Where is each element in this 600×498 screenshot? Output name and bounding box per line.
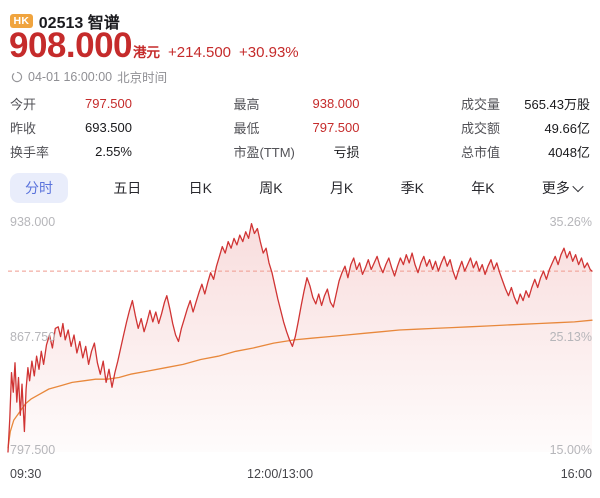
stat-value: 938.000 <box>312 95 360 111</box>
tab-quarterly-k[interactable]: 季K <box>400 180 424 196</box>
stat-label: 换手率 <box>10 144 50 160</box>
stats-column-2: 最高 938.000 最低 797.500 市盈(TTM) 亏损 <box>234 91 360 163</box>
chevron-down-icon <box>572 180 584 193</box>
stock-code-name: 02513 智谱 <box>38 15 120 32</box>
x-axis-label-noon: 12:00/13:00 <box>247 467 314 481</box>
stat-pe-ttm: 市盈(TTM) 亏损 <box>234 139 360 163</box>
period-tab-bar: 分时 五日 日K 周K 月K 季K 年K 更多 <box>10 171 584 205</box>
stat-label: 成交额 <box>461 120 501 136</box>
y-axis-pct-label-mid: 25.13% <box>549 330 592 344</box>
stat-amount: 成交额 49.66亿 <box>461 115 590 139</box>
current-price: 908.000 <box>9 26 133 65</box>
stat-market-cap: 总市值 4048亿 <box>461 139 590 163</box>
quote-stats-grid: 今开 797.500 昨收 693.500 换手率 2.55% 最高 938.0… <box>10 91 590 163</box>
stat-value: 2.55% <box>95 143 132 159</box>
stock-header: HK 02513 智谱 <box>10 9 120 33</box>
quote-time-row: 04-01 16:00:00 北京时间 <box>11 67 167 86</box>
stat-value: 693.500 <box>85 119 132 135</box>
tab-monthly-k[interactable]: 月K <box>329 180 354 196</box>
tab-minute[interactable]: 分时 <box>10 173 68 203</box>
stat-label: 昨收 <box>10 120 37 136</box>
stat-value: 565.43万股 <box>524 96 590 112</box>
refresh-icon[interactable] <box>11 71 23 83</box>
stat-value: 797.500 <box>85 95 132 111</box>
y-axis-label-mid: 867.750 <box>10 330 56 344</box>
intraday-chart-svg[interactable] <box>0 210 600 462</box>
price-line <box>7 222 593 453</box>
stat-volume: 成交量 565.43万股 <box>461 91 590 115</box>
stat-label: 最低 <box>233 120 260 136</box>
intraday-chart[interactable]: 938.000 867.750 797.500 35.26% 25.13% 15… <box>0 210 600 498</box>
stat-label: 总市值 <box>461 144 501 160</box>
tab-5day[interactable]: 五日 <box>113 180 142 196</box>
tab-more[interactable]: 更多 <box>540 173 584 203</box>
currency-label: 港元 <box>133 45 161 60</box>
stat-label: 市盈(TTM) <box>233 144 295 160</box>
stat-value: 797.500 <box>312 119 360 135</box>
stat-value: 亏损 <box>333 144 360 160</box>
stats-column-1: 今开 797.500 昨收 693.500 换手率 2.55% <box>10 91 132 163</box>
market-badge: HK <box>10 13 33 29</box>
y-axis-pct-label-high: 35.26% <box>549 215 592 229</box>
y-axis-label-low: 797.500 <box>10 443 56 457</box>
price-row: 908.000 港元 +214.500 +30.93% <box>9 28 299 63</box>
stat-value: 4048亿 <box>548 144 590 160</box>
stats-column-3: 成交量 565.43万股 成交额 49.66亿 总市值 4048亿 <box>461 91 590 163</box>
tab-weekly-k[interactable]: 周K <box>259 180 283 196</box>
stat-high: 最高 938.000 <box>234 91 360 115</box>
average-price-line <box>7 319 593 449</box>
price-change-percent: +30.93% <box>239 44 299 61</box>
x-axis-label-close: 16:00 <box>560 467 592 481</box>
quote-timestamp: 04-01 16:00:00 <box>28 69 113 84</box>
stat-value: 49.66亿 <box>544 120 590 136</box>
stat-open: 今开 797.500 <box>10 91 132 115</box>
price-area-fill <box>8 223 592 452</box>
tab-more-label: 更多 <box>541 180 570 196</box>
stat-low: 最低 797.500 <box>234 115 360 139</box>
stat-label: 今开 <box>10 96 37 112</box>
stat-turnover-rate: 换手率 2.55% <box>10 139 132 163</box>
stat-label: 最高 <box>233 96 260 112</box>
x-axis-label-open: 09:30 <box>10 467 42 481</box>
tab-daily-k[interactable]: 日K <box>188 180 212 196</box>
stat-prev-close: 昨收 693.500 <box>10 115 132 139</box>
price-change-amount: +214.500 <box>168 44 232 61</box>
stat-label: 成交量 <box>461 96 501 112</box>
y-axis-pct-label-low: 15.00% <box>549 443 592 457</box>
y-axis-label-high: 938.000 <box>10 215 56 229</box>
x-axis: 09:30 12:00/13:00 16:00 <box>0 466 600 482</box>
timezone-label: 北京时间 <box>117 71 168 85</box>
tab-yearly-k[interactable]: 年K <box>471 180 495 196</box>
